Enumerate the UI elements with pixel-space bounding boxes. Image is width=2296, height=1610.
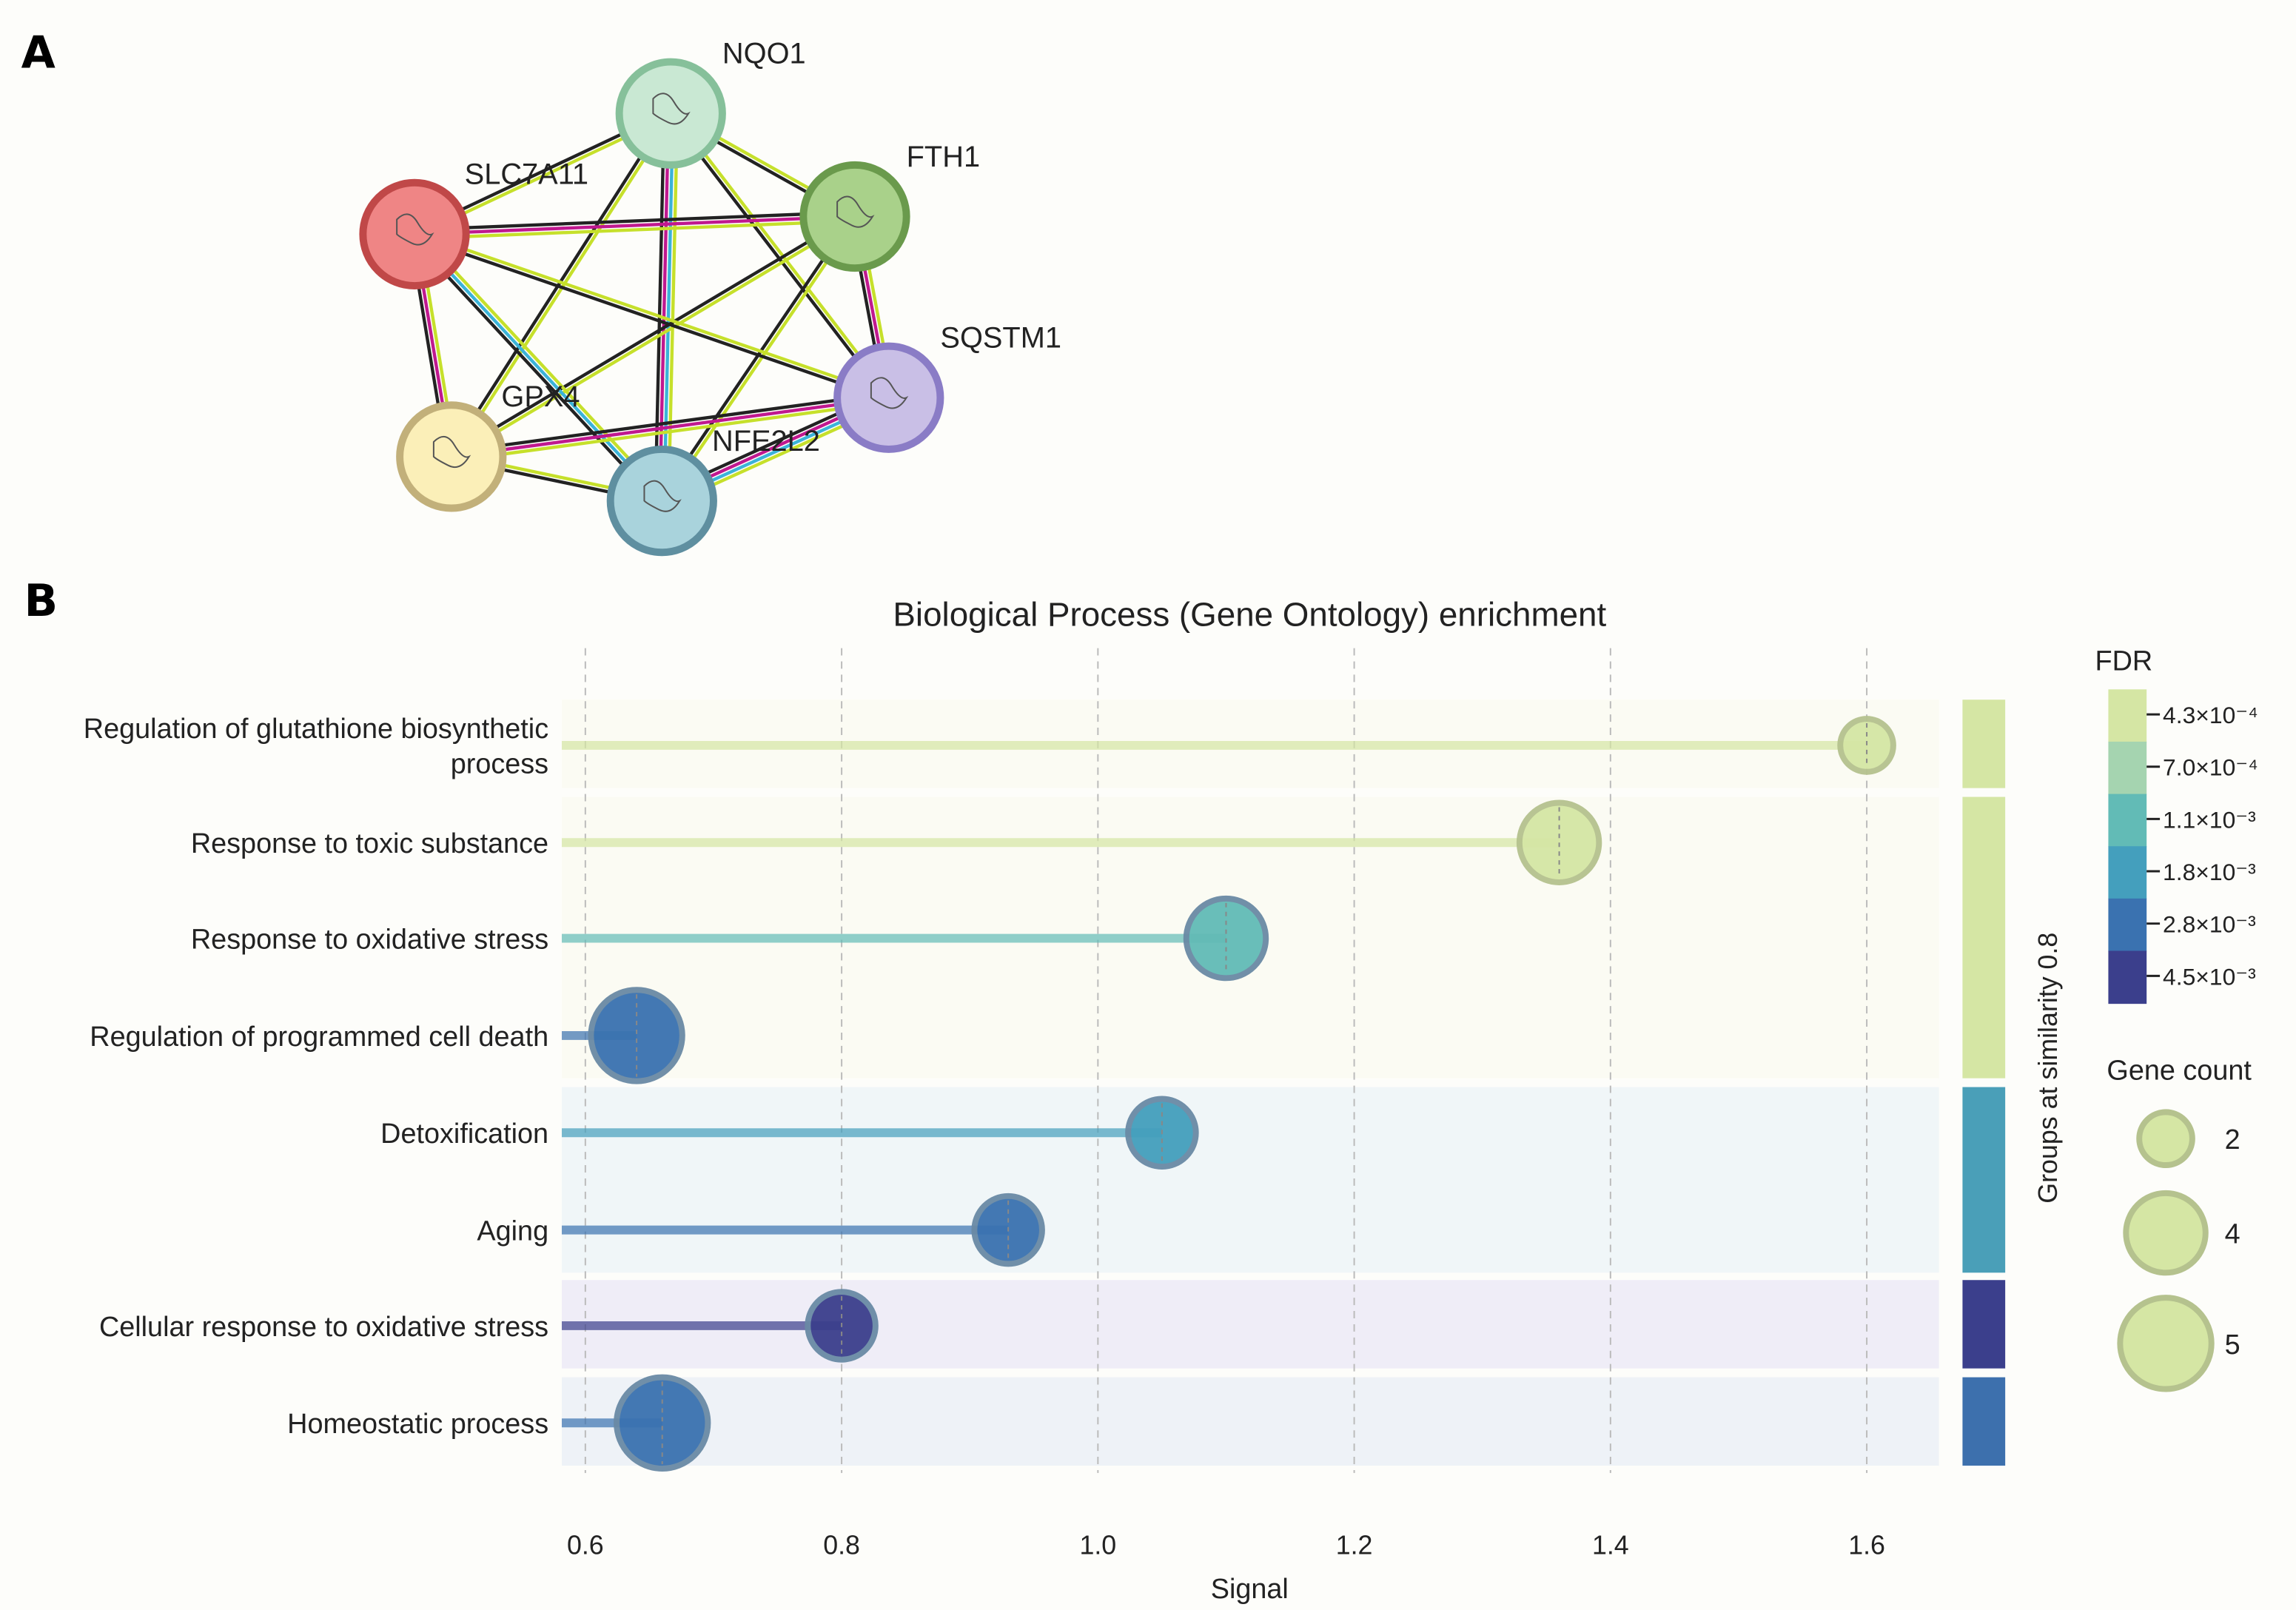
network-edge xyxy=(662,216,859,503)
size-legend-circle xyxy=(2136,1109,2195,1169)
protein-structure-icon xyxy=(643,480,682,512)
chart-title: Biological Process (Gene Ontology) enric… xyxy=(893,596,1606,634)
network-edge xyxy=(448,111,671,457)
size-legend-title: Gene count xyxy=(2107,1056,2252,1087)
fdr-label: 4.5×10⁻³ xyxy=(2163,963,2256,990)
x-tick-label: 0.6 xyxy=(567,1530,604,1560)
x-tick-label: 1.0 xyxy=(1079,1530,1116,1560)
network-edge xyxy=(668,113,889,400)
network-edge xyxy=(667,113,679,501)
protein-node xyxy=(833,342,944,453)
network-edge xyxy=(452,400,890,463)
network-edge xyxy=(413,232,663,503)
fdr-label: 4.3×10⁻⁴ xyxy=(2163,702,2258,728)
size-legend-label: 4 xyxy=(2225,1219,2240,1250)
fdr-swatch xyxy=(2108,741,2147,795)
protein-node xyxy=(359,178,470,290)
group-bar xyxy=(1962,1087,2006,1273)
x-tick-label: 1.6 xyxy=(1848,1530,1885,1560)
panel-label-b: B xyxy=(24,576,58,627)
network-edge xyxy=(451,396,890,459)
network-edge xyxy=(414,215,856,236)
category-label: Regulation of programmed cell death xyxy=(90,1022,548,1053)
network-edge xyxy=(659,214,855,501)
network-edge xyxy=(452,217,857,460)
protein-node xyxy=(606,445,717,557)
fdr-swatch xyxy=(2108,846,2147,899)
protein-label: SQSTM1 xyxy=(940,322,1061,355)
legend: FDR 4.3×10⁻⁴ 7.0×10⁻⁴ 1.1×10⁻³ 1.8×10⁻³ 2.8×1… xyxy=(2095,645,2258,1392)
group-bar xyxy=(1962,1377,2006,1466)
protein-label: NFE2L2 xyxy=(712,425,820,457)
fdr-label: 1.1×10⁻³ xyxy=(2163,806,2256,833)
protein-node xyxy=(615,58,726,169)
network-edge xyxy=(671,111,892,398)
protein-node xyxy=(396,401,507,512)
lollipop-point xyxy=(588,987,685,1084)
category-label: Aging xyxy=(477,1216,548,1247)
network-edge xyxy=(658,113,671,501)
x-tick-label: 1.2 xyxy=(1336,1530,1373,1560)
network-edge xyxy=(413,235,889,402)
category-label: Cellular response to oxidative stress xyxy=(99,1312,548,1343)
fdr-swatch xyxy=(2108,898,2147,952)
size-legend-label: 2 xyxy=(2225,1124,2240,1155)
x-tick-label: 1.4 xyxy=(1592,1530,1629,1560)
enrichment-chart: 0.6 0.8 1.0 1.2 1.4 1.6 Regulation of glutathi… xyxy=(84,648,2006,1560)
category-label: Regulation of glutathione biosynthetic xyxy=(84,714,548,745)
network-edge xyxy=(414,210,855,232)
network-edge xyxy=(450,392,889,455)
protein-network: NQO1 FTH1 SLC7A11 SQSTM1 GPX4 NFE2L2 xyxy=(359,38,1061,557)
network-edge xyxy=(416,229,667,500)
size-legend-circle xyxy=(2117,1295,2215,1392)
protein-structure-icon xyxy=(870,377,909,409)
lollipop-point xyxy=(614,1374,711,1472)
fdr-legend-title: FDR xyxy=(2095,645,2153,677)
protein-structure-icon xyxy=(836,195,875,228)
protein-label: NQO1 xyxy=(722,38,806,70)
group-bar xyxy=(1962,796,2006,1079)
fdr-swatch xyxy=(2108,950,2147,1004)
network-edge xyxy=(414,219,856,241)
category-label: process xyxy=(451,749,548,780)
fdr-swatch xyxy=(2108,689,2147,742)
x-tick-label: 0.8 xyxy=(823,1530,860,1560)
protein-label: SLC7A11 xyxy=(465,158,588,191)
fdr-swatch xyxy=(2108,794,2147,848)
size-legend-circle xyxy=(2123,1190,2209,1276)
network-edge xyxy=(654,113,666,501)
fdr-label: 2.8×10⁻³ xyxy=(2163,911,2256,938)
fdr-label: 7.0×10⁻⁴ xyxy=(2163,754,2258,781)
group-bar xyxy=(1962,1280,2006,1369)
network-edge xyxy=(449,213,855,457)
size-legend-label: 5 xyxy=(2225,1329,2240,1361)
group-band xyxy=(562,1087,1939,1273)
protein-structure-icon xyxy=(396,213,434,246)
network-edge xyxy=(410,235,660,506)
panel-label-a: A xyxy=(21,28,56,79)
group-bar xyxy=(1962,700,2006,788)
category-label: Response to toxic substance xyxy=(191,828,548,859)
category-label: Detoxification xyxy=(380,1118,548,1150)
protein-node xyxy=(799,161,910,272)
protein-structure-icon xyxy=(432,436,471,469)
category-label: Response to oxidative stress xyxy=(191,925,548,956)
group-band xyxy=(562,1377,1939,1466)
category-label: Homeostatic process xyxy=(287,1409,548,1440)
fdr-label: 1.8×10⁻³ xyxy=(2163,859,2256,885)
protein-structure-icon xyxy=(652,93,691,125)
network-edge xyxy=(662,113,675,501)
protein-label: FTH1 xyxy=(907,141,980,173)
protein-label: GPX4 xyxy=(501,380,580,413)
x-axis-label: Signal xyxy=(1211,1574,1289,1605)
network-edge xyxy=(414,230,890,398)
group-axis-label: Groups at similarity 0.8 xyxy=(2033,933,2063,1204)
